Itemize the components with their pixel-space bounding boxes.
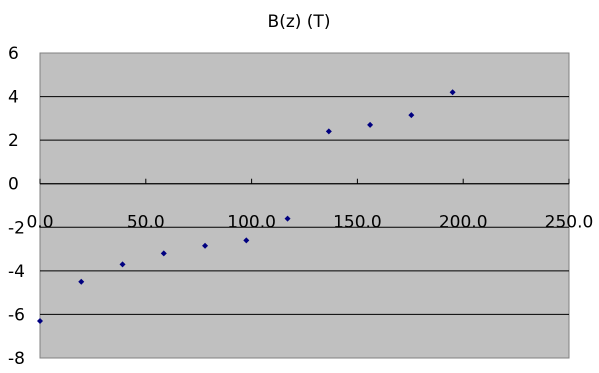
x-tick-label-2: 100.0 xyxy=(227,213,276,233)
y-tick-label-2: -4 xyxy=(8,262,25,282)
x-tick-label-3: 150.0 xyxy=(333,213,382,233)
y-tick-label-4: 0 xyxy=(8,175,19,195)
y-tick-label-7: 6 xyxy=(8,44,19,64)
data-point-10 xyxy=(449,89,456,96)
plot-area xyxy=(39,52,570,359)
x-axis: 0.0 50.0 100.0 150.0 200.0 250.0 xyxy=(26,178,594,233)
y-tick-label-0: -8 xyxy=(8,349,25,369)
data-point-6 xyxy=(284,215,291,222)
data-point-7 xyxy=(325,128,332,135)
data-point-4 xyxy=(202,242,209,249)
data-point-5 xyxy=(243,237,250,244)
data-point-3 xyxy=(160,250,167,257)
x-tick-label-0: 0.0 xyxy=(26,213,53,233)
y-tick-label-1: -6 xyxy=(8,305,25,325)
y-axis-labels: -8 -6 -4 -2 0 2 4 6 xyxy=(8,44,25,369)
data-point-9 xyxy=(408,112,415,119)
chart-title: B(z) (T) xyxy=(268,12,331,32)
y-tick-label-5: 2 xyxy=(8,131,19,151)
data-point-2 xyxy=(119,261,126,268)
y-tick-label-3: -2 xyxy=(8,218,25,238)
data-point-1 xyxy=(78,278,85,285)
x-tick-label-5: 250.0 xyxy=(545,213,594,233)
data-points xyxy=(37,89,456,324)
x-tick-label-4: 200.0 xyxy=(439,213,488,233)
data-point-0 xyxy=(37,317,43,324)
y-tick-label-6: 4 xyxy=(8,88,19,108)
data-point-8 xyxy=(367,121,374,128)
x-tick-label-1: 50.0 xyxy=(127,213,165,233)
